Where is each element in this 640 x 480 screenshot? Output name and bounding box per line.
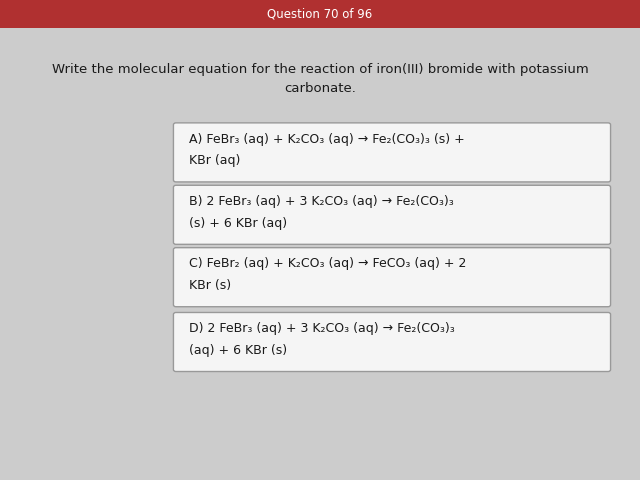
Text: A) FeBr₃ (aq) + K₂CO₃ (aq) → Fe₂(CO₃)₃ (s) +: A) FeBr₃ (aq) + K₂CO₃ (aq) → Fe₂(CO₃)₃ (…	[189, 132, 465, 146]
Text: D) 2 FeBr₃ (aq) + 3 K₂CO₃ (aq) → Fe₂(CO₃)₃: D) 2 FeBr₃ (aq) + 3 K₂CO₃ (aq) → Fe₂(CO₃…	[189, 322, 454, 336]
Text: Write the molecular equation for the reaction of iron(III) bromide with potassiu: Write the molecular equation for the rea…	[52, 63, 588, 76]
Text: KBr (s): KBr (s)	[189, 279, 231, 292]
Text: (s) + 6 KBr (aq): (s) + 6 KBr (aq)	[189, 216, 287, 230]
FancyBboxPatch shape	[173, 248, 611, 307]
Text: C) FeBr₂ (aq) + K₂CO₃ (aq) → FeCO₃ (aq) + 2: C) FeBr₂ (aq) + K₂CO₃ (aq) → FeCO₃ (aq) …	[189, 257, 466, 271]
FancyBboxPatch shape	[173, 312, 611, 372]
Text: KBr (aq): KBr (aq)	[189, 154, 240, 168]
Text: Question 70 of 96: Question 70 of 96	[268, 7, 372, 21]
Bar	[0, 0, 640, 28]
Text: carbonate.: carbonate.	[284, 82, 356, 96]
FancyBboxPatch shape	[173, 123, 611, 182]
Text: B) 2 FeBr₃ (aq) + 3 K₂CO₃ (aq) → Fe₂(CO₃)₃: B) 2 FeBr₃ (aq) + 3 K₂CO₃ (aq) → Fe₂(CO₃…	[189, 195, 454, 208]
FancyBboxPatch shape	[173, 185, 611, 244]
Text: (aq) + 6 KBr (s): (aq) + 6 KBr (s)	[189, 344, 287, 357]
